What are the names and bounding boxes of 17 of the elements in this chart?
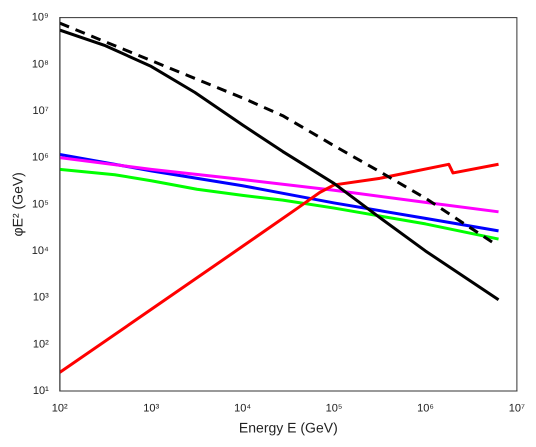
y-tick-label: 10⁷ — [32, 104, 49, 117]
y-tick-label: 10² — [32, 338, 50, 350]
y-tick-label: 10⁹ — [32, 12, 49, 24]
x-tick-label: 10⁵ — [326, 402, 342, 415]
y-tick-label: 10¹ — [32, 385, 50, 398]
y-tick-label: 10⁵ — [32, 198, 49, 210]
x-tick-label: 10³ — [143, 402, 160, 415]
x-tick-label: 10² — [52, 402, 68, 415]
y-tick-label: 10³ — [32, 292, 50, 304]
x-tick-label: 10⁶ — [417, 402, 434, 415]
y-axis-title: φE² (GeV) — [9, 172, 26, 236]
x-tick-label: 10⁷ — [508, 402, 526, 415]
x-tick-label: 10⁴ — [234, 402, 252, 415]
x-axis-title: Energy E (GeV) — [238, 419, 338, 436]
y-tick-label: 10⁶ — [32, 152, 49, 164]
y-tick-label: 10⁸ — [32, 58, 49, 70]
y-tick-label: 10⁴ — [32, 245, 50, 258]
